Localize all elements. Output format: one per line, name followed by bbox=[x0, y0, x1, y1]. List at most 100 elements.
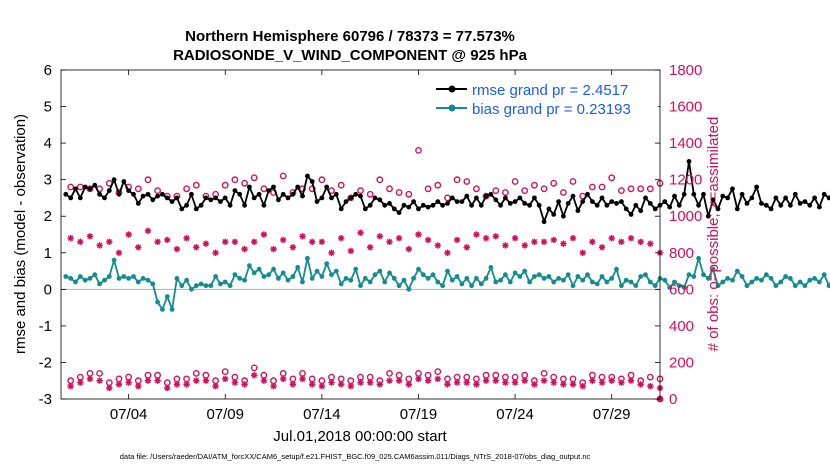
assimilated-count-marker-low bbox=[270, 383, 277, 390]
rmse-point bbox=[145, 191, 151, 197]
bias-point bbox=[826, 283, 830, 289]
rmse-point bbox=[106, 188, 112, 194]
possible-count-marker bbox=[183, 185, 191, 193]
rmse-point bbox=[754, 184, 759, 190]
rmse-point bbox=[391, 206, 397, 212]
bias-point bbox=[449, 277, 455, 283]
rmse-point bbox=[556, 199, 561, 205]
rmse-point bbox=[478, 202, 484, 208]
rmse-point bbox=[382, 202, 388, 208]
assimilated-count-marker bbox=[386, 238, 393, 246]
rmse-point bbox=[503, 195, 508, 201]
assimilated-count-marker bbox=[270, 245, 277, 253]
assimilated-count-marker bbox=[251, 238, 258, 246]
rmse-point bbox=[358, 193, 363, 199]
bias-point bbox=[435, 279, 441, 285]
possible-count-marker bbox=[511, 178, 519, 185]
bias-point bbox=[102, 277, 107, 283]
rmse-point bbox=[271, 184, 276, 190]
rmse-point bbox=[783, 195, 788, 201]
rmse-point bbox=[251, 195, 257, 201]
bias-point bbox=[285, 277, 291, 283]
assimilated-count-marker-low bbox=[463, 379, 470, 386]
bias-point bbox=[256, 266, 262, 272]
assimilated-count-marker-low bbox=[618, 379, 625, 386]
y-tick-label: 5 bbox=[44, 99, 52, 116]
rmse-point bbox=[672, 193, 677, 199]
assimilated-count-marker-low bbox=[589, 377, 596, 384]
assimilated-count-marker-low bbox=[260, 377, 268, 384]
rmse-point bbox=[681, 191, 687, 197]
chart-subtitle: RADIOSONDE_V_WIND_COMPONENT @ 925 hPa bbox=[173, 47, 528, 64]
bias-point bbox=[280, 270, 286, 276]
bias-point bbox=[73, 279, 78, 285]
bias-point bbox=[179, 283, 185, 289]
possible-count-marker bbox=[501, 189, 509, 196]
possible-count-marker bbox=[637, 185, 645, 193]
possible-count-marker bbox=[627, 185, 635, 193]
assimilated-count-marker-low bbox=[366, 379, 374, 386]
assimilated-count-marker bbox=[106, 238, 113, 246]
possible-count-marker bbox=[67, 183, 75, 191]
assimilated-count-marker bbox=[289, 244, 297, 251]
assimilated-count-marker-low bbox=[241, 381, 248, 388]
bias-point bbox=[744, 283, 750, 289]
bias-point bbox=[469, 283, 474, 289]
assimilated-count-marker-low bbox=[347, 383, 355, 390]
rmse-point bbox=[338, 206, 344, 212]
bias-point bbox=[802, 283, 808, 289]
bias-point bbox=[131, 274, 136, 279]
possible-count-marker-low bbox=[96, 369, 104, 377]
assimilated-count-marker-low bbox=[67, 383, 74, 390]
bias-point bbox=[594, 281, 600, 287]
y-tick-label: 4 bbox=[44, 135, 52, 152]
bias-point bbox=[218, 281, 223, 287]
rmse-point bbox=[701, 191, 706, 197]
assimilated-count-marker bbox=[511, 234, 519, 242]
bias-point bbox=[628, 279, 634, 285]
bias-point bbox=[580, 277, 586, 283]
bias-point bbox=[353, 266, 359, 272]
assimilated-count-marker-low bbox=[473, 381, 480, 388]
rmse-point bbox=[686, 159, 692, 164]
assimilated-count-marker bbox=[86, 233, 94, 240]
possible-count-marker-low bbox=[540, 369, 548, 377]
bias-point bbox=[768, 276, 774, 281]
rmse-point bbox=[242, 202, 248, 208]
rmse-point bbox=[353, 191, 359, 197]
rmse-point bbox=[295, 184, 301, 190]
bias-point bbox=[271, 266, 276, 272]
bias-point bbox=[483, 276, 489, 281]
bias-point bbox=[198, 281, 204, 287]
assimilated-count-marker-low bbox=[299, 375, 306, 383]
assimilated-count-marker-low bbox=[222, 375, 229, 383]
rmse-point bbox=[667, 204, 673, 210]
assimilated-count-marker bbox=[125, 231, 132, 238]
bias-point bbox=[585, 272, 590, 278]
bias-point bbox=[295, 265, 301, 270]
rmse-point bbox=[333, 191, 339, 197]
assimilated-count-marker bbox=[318, 238, 326, 246]
bias-point bbox=[715, 283, 721, 289]
bias-point bbox=[193, 283, 199, 289]
rmse-point bbox=[102, 195, 107, 201]
rmse-point bbox=[512, 199, 518, 205]
assimilated-count-marker bbox=[550, 236, 557, 244]
assimilated-count-marker-low bbox=[280, 375, 287, 383]
rmse-point bbox=[454, 199, 460, 205]
rmse-point bbox=[169, 199, 175, 205]
rmse-point bbox=[546, 206, 552, 212]
bias-point bbox=[324, 261, 330, 267]
left-y-axis: -3 -2 -1 0 1 2 3 4 5 6 bbox=[39, 62, 66, 408]
rmse-point bbox=[807, 202, 813, 208]
rmse-point bbox=[609, 199, 615, 205]
bias-point bbox=[362, 276, 368, 281]
bias-point bbox=[778, 279, 784, 285]
rmse-point bbox=[817, 204, 822, 210]
rmse-point bbox=[164, 195, 170, 201]
bias-point bbox=[705, 276, 711, 281]
possible-count-marker bbox=[357, 187, 364, 195]
bias-point bbox=[97, 281, 102, 287]
bias-point bbox=[807, 277, 813, 283]
